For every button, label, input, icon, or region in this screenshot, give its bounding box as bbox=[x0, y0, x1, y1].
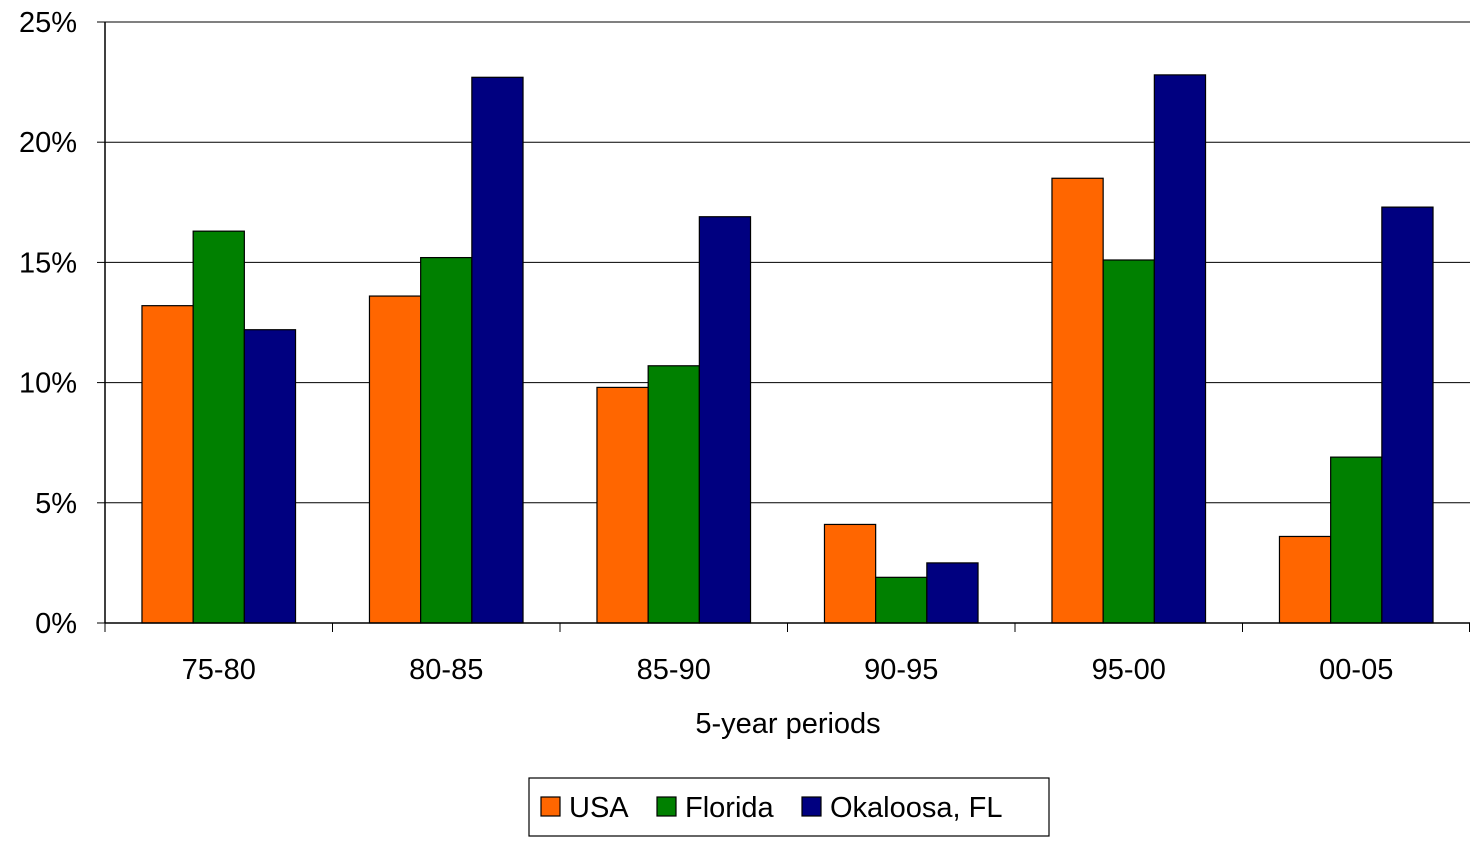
y-tick-label: 20% bbox=[19, 127, 77, 159]
bar-okaloosa-fl-90-95 bbox=[926, 562, 979, 624]
bar-usa-90-95 bbox=[823, 523, 877, 624]
bar-okaloosa-fl-00-05 bbox=[1381, 206, 1434, 624]
x-tick-label: 80-85 bbox=[409, 654, 483, 686]
x-tick-label: 90-95 bbox=[864, 654, 938, 686]
bar-florida-00-05 bbox=[1330, 456, 1383, 624]
y-tick-label: 0% bbox=[35, 608, 77, 640]
legend-swatch bbox=[801, 796, 822, 817]
legend: USA Florida Okaloosa, FL bbox=[528, 777, 1050, 837]
bar-usa-75-80 bbox=[141, 305, 194, 624]
bar-okaloosa-fl-80-85 bbox=[471, 76, 524, 624]
bar-florida-85-90 bbox=[647, 365, 700, 624]
bar-usa-95-00 bbox=[1051, 177, 1104, 624]
axes bbox=[97, 21, 1470, 632]
gridlines bbox=[105, 21, 1470, 504]
x-tick-label: 00-05 bbox=[1319, 654, 1393, 686]
y-tick-label: 15% bbox=[19, 247, 77, 279]
x-tick-label: 95-00 bbox=[1092, 654, 1166, 686]
legend-label: USA bbox=[569, 792, 629, 824]
y-tick-label: 5% bbox=[35, 488, 77, 520]
x-tick-label: 75-80 bbox=[182, 654, 256, 686]
bar-florida-75-80 bbox=[192, 230, 245, 624]
legend-swatch bbox=[656, 796, 677, 817]
legend-label: Okaloosa, FL bbox=[830, 792, 1002, 824]
legend-swatch bbox=[540, 796, 561, 817]
x-axis-title: 5-year periods bbox=[695, 708, 880, 740]
y-tick-label: 25% bbox=[19, 7, 77, 39]
tick-labels: 0% 5% 10% 15% 20% 25% 75-80 80-85 85-90 90-95 95-0… bbox=[19, 7, 1393, 686]
legend-box bbox=[528, 777, 1050, 837]
bar-florida-80-85 bbox=[420, 256, 473, 624]
legend-label: Florida bbox=[685, 792, 775, 824]
bar-okaloosa-fl-95-00 bbox=[1153, 74, 1207, 624]
bar-florida-95-00 bbox=[1102, 259, 1155, 624]
x-tick-label: 85-90 bbox=[637, 654, 711, 686]
bar-usa-00-05 bbox=[1278, 535, 1332, 624]
bar-usa-80-85 bbox=[368, 295, 422, 624]
bars bbox=[141, 74, 1434, 624]
bar-okaloosa-fl-75-80 bbox=[243, 329, 297, 624]
bar-usa-85-90 bbox=[596, 386, 649, 624]
bar-florida-90-95 bbox=[875, 576, 928, 624]
y-tick-label: 10% bbox=[19, 368, 77, 400]
bar-okaloosa-fl-85-90 bbox=[698, 216, 752, 624]
